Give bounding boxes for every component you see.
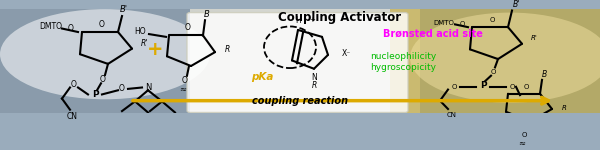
Ellipse shape [0,9,210,99]
Text: O: O [509,84,515,90]
Text: R': R' [140,39,148,48]
Text: +: + [309,17,315,23]
Text: O: O [71,80,77,89]
Text: nucleophilicity: nucleophilicity [370,52,436,61]
Text: R: R [562,105,566,111]
Text: hygroscopicity: hygroscopicity [370,63,436,72]
Text: P: P [92,90,98,99]
Text: B: B [541,70,547,79]
Text: +: + [147,40,163,59]
Text: P: P [479,81,487,90]
Ellipse shape [410,13,600,103]
Text: O: O [182,76,188,85]
Text: O: O [99,20,105,29]
Text: R: R [311,81,317,90]
Bar [0,9,230,113]
Text: X⁻: X⁻ [341,49,350,58]
Text: ≈: ≈ [179,84,187,93]
Text: B': B' [512,0,520,9]
Text: O: O [185,23,191,32]
Text: B: B [204,10,210,19]
Text: DMTO: DMTO [39,22,62,31]
Text: Brønsted acid site: Brønsted acid site [383,28,483,38]
Text: CN: CN [447,112,457,118]
Text: B': B' [120,5,128,14]
Text: O: O [451,84,457,90]
Text: O: O [523,84,529,90]
Text: R: R [224,45,230,54]
Text: DMTO: DMTO [433,20,454,26]
Text: ≈: ≈ [518,138,526,147]
Text: N: N [145,83,151,92]
Text: O: O [460,21,464,27]
Text: O: O [68,24,74,33]
Text: H: H [295,16,301,25]
Text: pKa: pKa [251,72,273,82]
Text: HO: HO [134,27,146,36]
Text: O: O [521,132,527,138]
Bar [190,9,420,113]
FancyBboxPatch shape [187,13,408,112]
Bar [390,9,600,113]
Text: Coupling Activator: Coupling Activator [278,11,401,24]
Text: O: O [100,75,106,84]
Text: CN: CN [67,112,77,121]
Text: O: O [119,84,125,93]
Text: O: O [490,16,494,22]
Text: N: N [311,73,317,82]
Text: coupling reaction: coupling reaction [252,96,348,106]
Text: R': R' [530,35,538,41]
Text: O: O [490,69,496,75]
